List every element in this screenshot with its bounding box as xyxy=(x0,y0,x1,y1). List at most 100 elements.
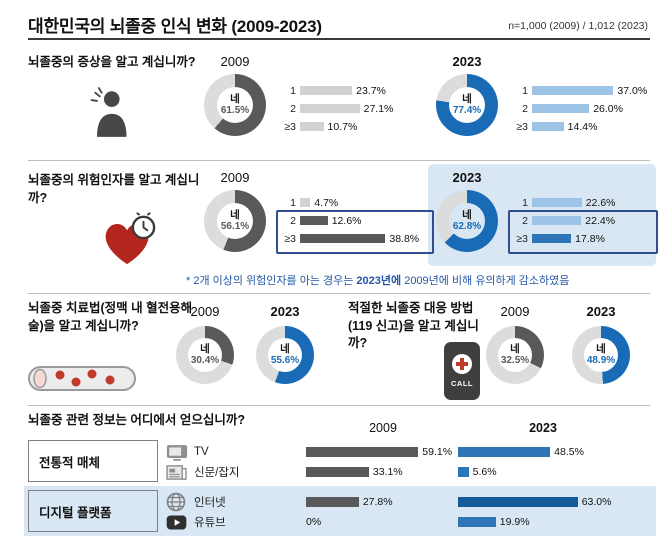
bar xyxy=(306,447,419,457)
bar-value: 63.0% xyxy=(581,496,612,508)
source-label: 신문/잡지 xyxy=(194,467,240,479)
bar xyxy=(300,86,353,95)
yes-label: 네 xyxy=(462,209,472,222)
donut-center: 네 61.5% xyxy=(217,87,253,123)
bar-label: 2 xyxy=(522,102,528,115)
bar-label: 1 xyxy=(290,84,296,97)
bar-value: 0% xyxy=(306,516,322,528)
donut-risk-2009: 네 56.1% xyxy=(204,190,266,252)
bar-value: 38.8% xyxy=(389,232,420,245)
source-row-tv: TV 59.1% 48.5% xyxy=(166,442,656,462)
yes-percentage: 61.5% xyxy=(220,105,250,117)
bar-value: 22.4% xyxy=(585,214,616,227)
donut-symptoms-2023: 네 77.4% xyxy=(436,74,498,136)
bar xyxy=(532,216,582,225)
bar-row: 2 12.6% xyxy=(280,214,419,227)
bar xyxy=(532,86,614,95)
bar-2023: 48.5% xyxy=(458,446,584,458)
page-title: 대한민국의 뇌졸중 인식 변화 (2009-2023) xyxy=(28,17,322,36)
donut-response-2009: 네 32.5% xyxy=(486,326,544,384)
donut-risk-2023: 네 62.8% xyxy=(436,190,498,252)
year-label-2023: 2023 xyxy=(452,54,482,69)
year-label-2023: 2023 xyxy=(452,170,482,185)
medical-cross-icon xyxy=(452,354,472,374)
yes-percentage: 62.8% xyxy=(452,221,482,233)
donut-center: 네 56.1% xyxy=(217,203,253,239)
note-text: 2009년에 비해 유의하게 감소하였음 xyxy=(401,275,570,287)
bar-value: 27.8% xyxy=(362,496,393,508)
yes-percentage: 77.4% xyxy=(452,105,482,117)
title-underline xyxy=(28,38,650,40)
group-label: 전통적 매체 xyxy=(39,455,100,470)
bar-2023: 5.6% xyxy=(458,466,497,478)
source-label: 인터넷 xyxy=(194,497,226,509)
question-risk-factors: 뇌졸중의 위험인자를 알고 계십니까? xyxy=(28,173,200,205)
bar-row: ≥3 38.8% xyxy=(280,232,419,245)
bar-value: 37.0% xyxy=(617,84,648,97)
bar xyxy=(300,216,328,225)
call-label: CALL xyxy=(451,379,473,388)
bar-label: 2 xyxy=(522,214,528,227)
bar-label: ≥3 xyxy=(284,120,296,133)
bar-label: 2 xyxy=(290,214,296,227)
bar-2009: 59.1% xyxy=(306,446,458,458)
bar-row: ≥3 17.8% xyxy=(512,232,616,245)
bar-row: ≥3 14.4% xyxy=(512,120,647,133)
bar xyxy=(300,104,360,113)
year-label-2023: 2023 xyxy=(270,304,300,319)
group-label: 디지털 플랫폼 xyxy=(39,505,112,520)
bar xyxy=(532,104,590,113)
bar xyxy=(306,497,359,507)
donut-center: 네 48.9% xyxy=(584,338,618,372)
yes-percentage: 30.4% xyxy=(190,355,220,367)
sample-size-note: n=1,000 (2009) / 1,012 (2023) xyxy=(508,20,648,32)
column-header-2009: 2009 xyxy=(369,421,397,435)
bar-row: 1 37.0% xyxy=(512,84,647,97)
bar-row: ≥3 10.7% xyxy=(280,120,393,133)
bar-2009: 0% xyxy=(306,516,458,528)
divider xyxy=(28,405,650,406)
bar-value: 14.4% xyxy=(567,120,598,133)
yes-label: 네 xyxy=(510,343,520,356)
donut-center: 네 77.4% xyxy=(449,87,485,123)
question-symptoms: 뇌졸중의 증상을 알고 계십니까? xyxy=(28,55,196,69)
bar xyxy=(300,234,386,243)
youtube-play-icon xyxy=(166,514,190,530)
headache-person-icon xyxy=(90,87,127,137)
donut-treatment-2009: 네 30.4% xyxy=(176,326,234,384)
emergency-call-phone-icon: CALL xyxy=(444,342,480,400)
yes-label: 네 xyxy=(230,209,240,222)
bar-2023: 19.9% xyxy=(458,516,530,528)
donut-center: 네 32.5% xyxy=(498,338,532,372)
bar-value: 10.7% xyxy=(327,120,358,133)
donut-center: 네 62.8% xyxy=(449,203,485,239)
yes-percentage: 48.9% xyxy=(586,355,616,367)
emphasis-box-2023 xyxy=(508,210,658,254)
bar-value: 23.7% xyxy=(356,84,386,97)
digital-highlight-band xyxy=(24,486,656,536)
bar xyxy=(306,467,369,477)
bar xyxy=(458,517,496,527)
bar xyxy=(300,198,311,207)
source-label: TV xyxy=(194,446,209,458)
count-bars-risk-2009: 1 4.7% 2 12.6% ≥3 38.8% xyxy=(280,196,419,245)
yes-label: 네 xyxy=(462,93,472,106)
bar xyxy=(458,467,469,477)
bar xyxy=(532,234,572,243)
question-response: 적절한 뇌졸중 대응 방법(119 신고)을 알고 계십니까? xyxy=(348,301,479,350)
bar-label: 1 xyxy=(522,196,528,209)
divider xyxy=(28,160,650,161)
bar-value: 19.9% xyxy=(499,516,530,528)
significance-note: * 2개 이상의 위험인자를 아는 경우는 2023년에 2009년에 비해 유… xyxy=(186,272,569,288)
bar xyxy=(300,122,324,131)
yes-label: 네 xyxy=(200,343,210,356)
bar-label: ≥3 xyxy=(284,232,296,245)
bar-label: 1 xyxy=(522,84,528,97)
bar-value: 59.1% xyxy=(422,446,453,458)
note-emphasis: 2023년에 xyxy=(356,275,402,287)
year-label-2009: 2009 xyxy=(190,304,220,319)
donut-center: 네 55.6% xyxy=(268,338,302,372)
donut-response-2023: 네 48.9% xyxy=(572,326,630,384)
bar-value: 5.6% xyxy=(472,466,497,478)
